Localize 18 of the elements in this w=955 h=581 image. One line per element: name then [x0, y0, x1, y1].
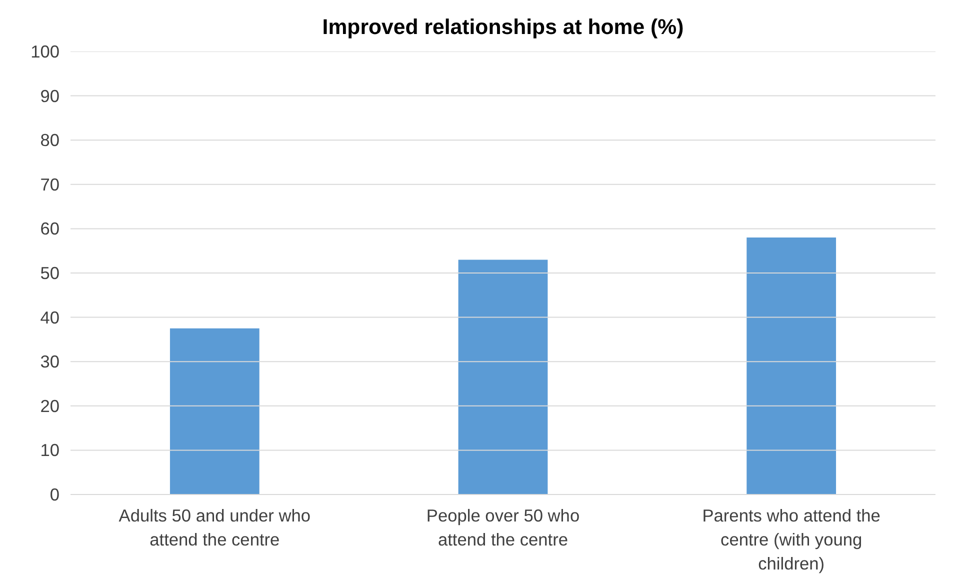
y-tick-label: 100 [30, 42, 60, 62]
x-tick-label: Adults 50 and under who attend the centre [118, 506, 311, 550]
y-tick-label: 90 [40, 86, 60, 106]
chart-title: Improved relationships at home (%) [322, 15, 684, 39]
y-tick-label: 20 [40, 396, 60, 416]
y-tick-label: 0 [50, 484, 60, 504]
y-tick-label: 80 [40, 130, 60, 150]
y-tick-label: 40 [40, 307, 60, 328]
x-tick-label: People over 50 who attend the centre [426, 506, 580, 550]
bar [170, 328, 260, 494]
bar [458, 260, 548, 494]
bar [746, 238, 836, 494]
y-tick-label: 50 [40, 263, 60, 283]
x-tick-label: Parents who attend the centre (with young children) [702, 506, 880, 574]
y-tick-label: 70 [40, 174, 60, 194]
y-tick-label: 60 [40, 218, 60, 239]
y-tick-label: 10 [40, 440, 60, 460]
y-tick-label: 30 [40, 352, 60, 372]
